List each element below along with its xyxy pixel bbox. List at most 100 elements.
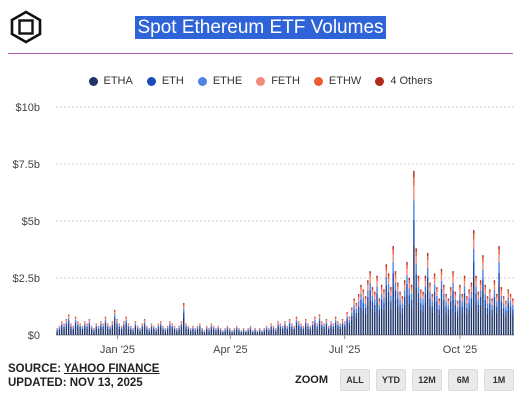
bar-segment (323, 328, 325, 335)
bar-segment (245, 332, 247, 335)
bar-segment (498, 249, 500, 255)
bar-segment (298, 325, 300, 328)
bar-segment (486, 299, 489, 304)
legend-item-ethe[interactable]: ETHE (197, 75, 242, 87)
bar-segment (249, 326, 252, 328)
legend-item-ethw[interactable]: ETHW (313, 75, 361, 87)
zoom-1m-button[interactable]: 1M (484, 369, 514, 391)
bar-segment (270, 328, 272, 335)
bar-segment (58, 329, 61, 335)
bar-segment (104, 324, 107, 335)
bar-segment (424, 278, 427, 282)
legend-item-etha[interactable]: ETHA (88, 75, 133, 87)
bar-segment (470, 298, 473, 307)
bar-segment (337, 323, 339, 326)
bar-segment (346, 322, 348, 335)
bar-segment (422, 311, 424, 335)
bar-segment (97, 326, 100, 328)
bar-segment (348, 318, 351, 321)
bar-segment (348, 316, 351, 318)
bar-segment (77, 325, 79, 328)
bar-segment (341, 326, 344, 335)
bar-segment (493, 282, 496, 286)
bar-segment (56, 330, 58, 332)
bar-segment (507, 291, 509, 294)
bar-segment (454, 295, 457, 300)
bar-segment (394, 282, 397, 291)
zoom-12m-button[interactable]: 12M (412, 369, 442, 391)
bar-segment (275, 330, 277, 332)
bar-segment (300, 324, 302, 325)
bar-segment (403, 304, 406, 335)
bar-segment (258, 330, 261, 332)
bar-segment (325, 320, 328, 322)
zoom-ytd-button[interactable]: YTD (376, 369, 406, 391)
x-tick-label: Jan '25 (100, 344, 135, 356)
bar-segment (116, 319, 118, 321)
bar-segment (479, 304, 482, 335)
bar-segment (463, 281, 466, 287)
legend-item-feth[interactable]: FETH (256, 75, 300, 87)
bar-segment (463, 293, 466, 303)
bar-segment (334, 320, 337, 323)
bar-segment (408, 288, 410, 296)
bar-segment (491, 314, 493, 335)
bar-segment (286, 329, 289, 335)
bar-segment (316, 325, 318, 328)
bar-segment (374, 304, 376, 312)
bar-segment (334, 316, 337, 318)
bar-segment (125, 318, 127, 321)
bar-segment (429, 284, 431, 288)
bar-segment (153, 329, 155, 335)
bar-segment (454, 293, 457, 296)
bar-segment (176, 331, 178, 335)
bar-segment (376, 286, 378, 294)
bar-segment (362, 289, 364, 292)
bar-segment (360, 284, 362, 287)
bar-segment (173, 327, 176, 329)
bar-segment (270, 324, 272, 326)
legend-swatch (197, 76, 207, 86)
bar-segment (67, 315, 70, 317)
bar-segment (466, 296, 468, 298)
bar-segment (378, 301, 381, 306)
bar-segment (505, 302, 507, 304)
zoom-all-button[interactable]: ALL (340, 369, 370, 391)
bar-segment (141, 324, 144, 325)
bar-segment (387, 275, 390, 279)
bar-segment (201, 329, 203, 331)
zoom-6m-button[interactable]: 6M (448, 369, 478, 391)
bar-segment (431, 293, 434, 296)
source-link[interactable]: YAHOO FINANCE (64, 363, 160, 375)
bar-segment (256, 331, 259, 332)
bar-segment (399, 295, 401, 300)
bar-segment (300, 327, 302, 329)
bar-segment (298, 321, 300, 323)
bar-segment (107, 324, 109, 326)
bar-segment (440, 280, 443, 289)
chart-title-text: Spot Ethereum ETF Volumes (135, 16, 386, 39)
bar-segment (512, 314, 514, 335)
bar-segment (95, 325, 97, 328)
legend-item-4-others[interactable]: 4 Others (375, 75, 433, 87)
bar-segment (65, 326, 68, 335)
bar-segment (420, 309, 422, 335)
bar-segment (445, 293, 447, 296)
bar-segment (88, 319, 91, 321)
bar-segment (371, 287, 374, 290)
bar-segment (146, 327, 148, 329)
bar-segment (445, 306, 447, 313)
bar-segment (360, 289, 362, 294)
bar-segment (440, 298, 443, 335)
bar-segment (456, 306, 459, 312)
bar-segment (436, 301, 438, 309)
bar-segment (189, 328, 192, 330)
bar-segment (281, 329, 284, 335)
legend-item-eth[interactable]: ETH (146, 75, 184, 87)
bar-segment (509, 306, 512, 313)
bar-segment (169, 322, 171, 324)
bar-segment (116, 319, 118, 320)
bar-segment (212, 327, 215, 329)
bar-segment (116, 320, 118, 322)
